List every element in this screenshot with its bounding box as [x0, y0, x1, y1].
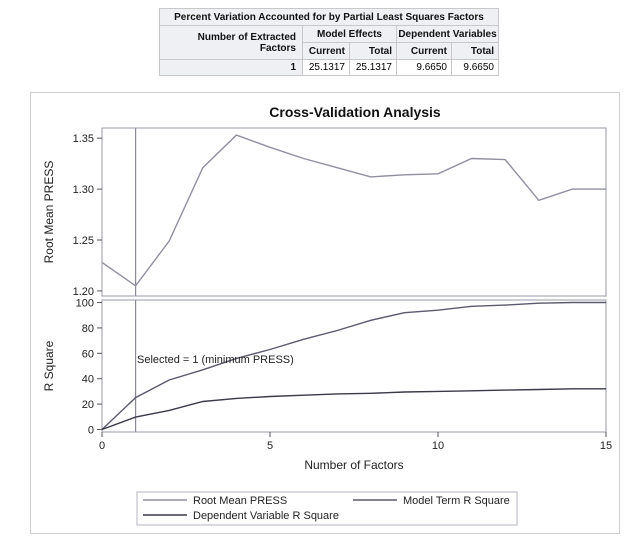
legend-box: [136, 491, 518, 526]
press-panel: 1.20 1.25 1.30 1.35: [73, 128, 606, 298]
series-line-dependent-variable-r-square: [101, 388, 606, 431]
x-tick-label: 15: [600, 440, 612, 452]
legend-entry: Root Mean PRESS: [193, 495, 287, 507]
rsquare-y-axis-label: R Square: [42, 340, 56, 391]
table-cell: 25.1317: [302, 59, 350, 76]
sub-header-total: Total: [349, 42, 397, 60]
press-y-tick-label: 1.35: [73, 133, 94, 145]
sub-header-total: Total: [451, 42, 499, 60]
table-row: 1 25.1317 25.1317 9.6650 9.6650: [159, 59, 499, 76]
legend-entry: Model Term R Square: [403, 495, 510, 507]
row-header: Number of Extracted Factors: [159, 25, 303, 60]
series-line-model-term-r-square: [101, 301, 606, 431]
table-cell: 9.6650: [396, 59, 452, 76]
cross-validation-chart: Cross-Validation Analysis 1.20 1.25 1.30 1.…: [30, 92, 620, 534]
x-tick-label: 0: [99, 440, 105, 452]
rsquare-y-tick-label: 100: [76, 298, 94, 310]
x-tick-label: 5: [267, 440, 273, 452]
rsquare-panel: 0 20 40 60 80 100 0 5 10 15: [76, 298, 612, 452]
rsquare-panel-frame: [101, 299, 607, 433]
row-factor-count: 1: [159, 59, 303, 76]
series-line-root-mean-press: [101, 134, 606, 287]
rsquare-y-tick-label: 60: [82, 348, 94, 360]
press-y-axis-label: Root Mean PRESS: [42, 161, 56, 264]
group-header-dependent-variables: Dependent Variables: [396, 25, 499, 43]
table-cell: 9.6650: [451, 59, 499, 76]
table-cell: 25.1317: [349, 59, 397, 76]
press-y-tick-label: 1.25: [73, 235, 94, 247]
chart-title: Cross-Validation Analysis: [269, 104, 441, 120]
press-y-tick-label: 1.30: [73, 184, 94, 196]
press-panel-frame: [101, 127, 607, 297]
press-y-tick-label: 1.20: [73, 286, 94, 298]
percent-variation-table: Percent Variation Accounted for by Parti…: [159, 8, 499, 76]
sub-header-current: Current: [396, 42, 452, 60]
x-axis-label: Number of Factors: [304, 458, 403, 472]
rsquare-y-tick-label: 20: [82, 399, 94, 411]
legend-entry: Dependent Variable R Square: [193, 510, 339, 522]
group-header-model-effects: Model Effects: [302, 25, 397, 43]
selected-annotation: Selected = 1 (minimum PRESS): [137, 354, 294, 366]
x-tick-label: 10: [432, 440, 444, 452]
rsquare-y-tick-label: 40: [82, 374, 94, 386]
rsquare-y-tick-label: 0: [88, 424, 94, 436]
rsquare-y-tick-label: 80: [82, 323, 94, 335]
chart-canvas: Cross-Validation Analysis 1.201.251.301.…: [42, 104, 612, 526]
table-title: Percent Variation Accounted for by Parti…: [159, 8, 499, 26]
sub-header-current: Current: [302, 42, 350, 60]
legend: Root Mean PRESS Model Term R Square Depend…: [143, 495, 510, 522]
